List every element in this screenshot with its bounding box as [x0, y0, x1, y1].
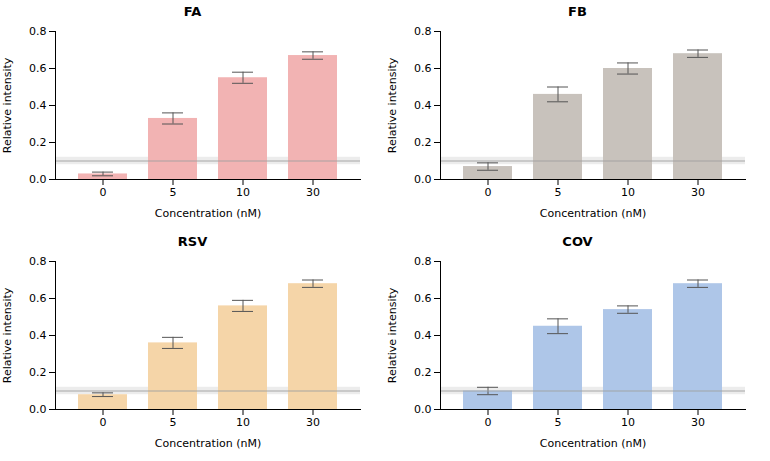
svg-text:0.8: 0.8	[29, 25, 47, 38]
svg-text:30: 30	[306, 416, 320, 429]
svg-text:10: 10	[236, 186, 250, 199]
svg-text:0.6: 0.6	[29, 292, 47, 305]
svg-text:Relative intensity: Relative intensity	[386, 57, 399, 153]
svg-text:0.0: 0.0	[29, 173, 47, 186]
svg-text:Concentration (nM): Concentration (nM)	[155, 207, 261, 220]
svg-text:5: 5	[170, 416, 177, 429]
svg-text:0.0: 0.0	[29, 403, 47, 416]
svg-text:Concentration (nM): Concentration (nM)	[540, 207, 646, 220]
svg-text:0.2: 0.2	[29, 366, 47, 379]
svg-text:10: 10	[621, 416, 635, 429]
svg-text:0.6: 0.6	[29, 62, 47, 75]
svg-text:0.2: 0.2	[29, 136, 47, 149]
svg-text:5: 5	[555, 186, 562, 199]
svg-text:5: 5	[170, 186, 177, 199]
svg-text:0.4: 0.4	[29, 329, 47, 342]
svg-text:Concentration (nM): Concentration (nM)	[155, 437, 261, 450]
svg-text:5: 5	[555, 416, 562, 429]
svg-text:Concentration (nM): Concentration (nM)	[540, 437, 646, 450]
svg-text:0: 0	[100, 186, 107, 199]
svg-text:Relative intensity: Relative intensity	[386, 287, 399, 383]
svg-text:10: 10	[236, 416, 250, 429]
svg-text:30: 30	[691, 416, 705, 429]
svg-text:0: 0	[485, 186, 492, 199]
svg-text:30: 30	[306, 186, 320, 199]
svg-text:0.0: 0.0	[414, 403, 432, 416]
svg-text:0.6: 0.6	[414, 62, 432, 75]
svg-text:0.4: 0.4	[414, 99, 432, 112]
svg-text:Relative intensity: Relative intensity	[1, 287, 14, 383]
html-text:FA: FA	[183, 4, 202, 19]
html-text:RSV: RSV	[177, 234, 208, 249]
svg-text:0: 0	[100, 416, 107, 429]
html-text:FB: FB	[568, 4, 587, 19]
html-text:COV: COV	[562, 234, 593, 249]
svg-text:0: 0	[485, 416, 492, 429]
svg-text:Relative intensity: Relative intensity	[1, 57, 14, 153]
svg-text:0.8: 0.8	[414, 25, 432, 38]
svg-text:10: 10	[621, 186, 635, 199]
svg-text:0.4: 0.4	[29, 99, 47, 112]
svg-text:30: 30	[691, 186, 705, 199]
svg-text:0.2: 0.2	[414, 366, 432, 379]
svg-text:0.6: 0.6	[414, 292, 432, 305]
svg-text:0.4: 0.4	[414, 329, 432, 342]
svg-text:0.8: 0.8	[414, 255, 432, 268]
svg-text:0.8: 0.8	[29, 255, 47, 268]
svg-text:0.2: 0.2	[414, 136, 432, 149]
svg-text:0.0: 0.0	[414, 173, 432, 186]
